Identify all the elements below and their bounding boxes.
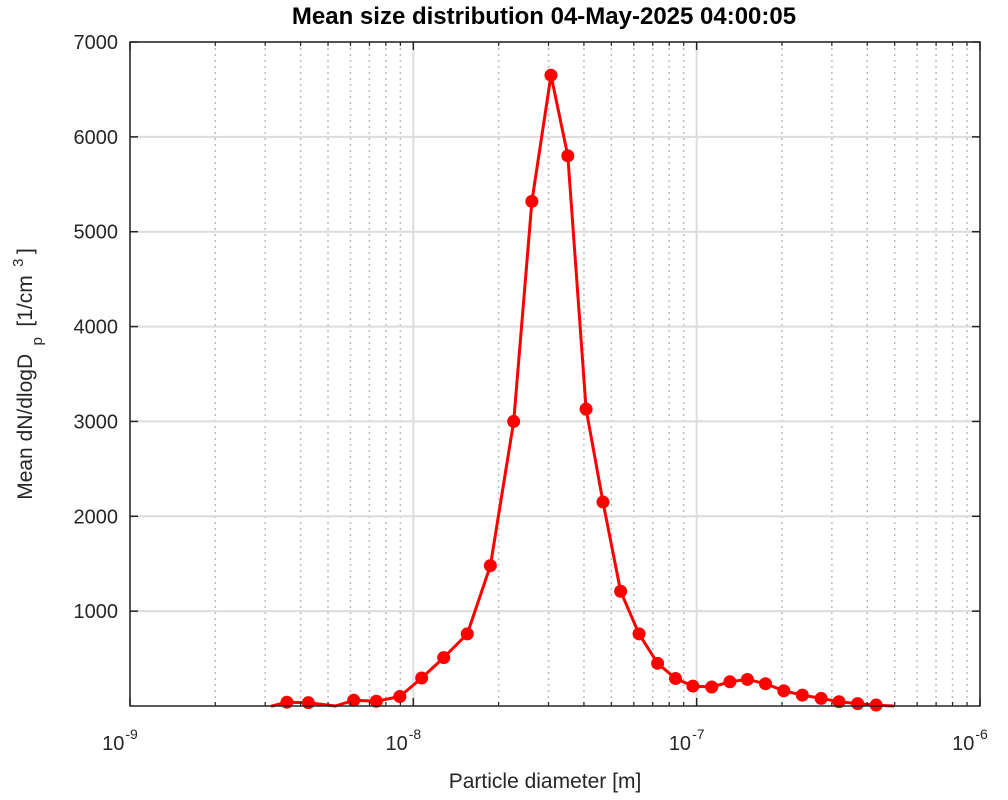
data-point (614, 584, 628, 598)
data-point (544, 68, 558, 82)
axis-ticks (129, 41, 981, 706)
y-axis-label-unit-close: ] (14, 248, 37, 254)
data-point (393, 690, 407, 704)
y-axis-label-main: Mean dN/dlogD (14, 354, 37, 500)
y-tick-label: 5000 (74, 222, 119, 244)
y-tick-label: 7000 (74, 32, 119, 54)
y-tick-label: 3000 (74, 411, 119, 433)
y-tick-label: 4000 (74, 317, 119, 339)
x-tick-label: 10-9 (102, 726, 138, 755)
data-point (507, 414, 521, 428)
chart-title: Mean size distribution 04-May-2025 04:00… (292, 3, 796, 30)
data-point (632, 627, 646, 641)
data-point (415, 671, 429, 685)
x-tick-label: 10-8 (385, 726, 421, 755)
x-axis-label: Particle diameter [m] (449, 770, 642, 793)
y-tick-labels: 1000 2000 3000 4000 5000 6000 7000 (74, 32, 119, 623)
data-point (814, 691, 828, 705)
x-tick-label: 10-6 (952, 726, 988, 755)
data-point (437, 651, 451, 665)
data-point (460, 627, 474, 641)
y-tick-label: 2000 (74, 506, 119, 528)
data-point (832, 695, 846, 709)
data-point (869, 698, 883, 712)
data-point (740, 672, 754, 686)
data-point (596, 495, 610, 509)
plot-frame (129, 41, 981, 707)
y-tick-label: 6000 (74, 127, 119, 149)
data-point (777, 684, 791, 698)
data-point (651, 656, 665, 670)
data-point (705, 680, 719, 694)
y-tick-label: 1000 (74, 601, 119, 623)
grid (129, 41, 981, 706)
data-point (686, 679, 700, 693)
y-axis-label-unit-superscript: 3 (10, 258, 27, 266)
y-axis-label: Mean dN/dlogD p [1/cm 3 ] (10, 248, 46, 500)
data-point (347, 693, 361, 707)
data-point (795, 688, 809, 702)
data-point (669, 671, 683, 685)
x-tick-label: 10-7 (669, 726, 705, 755)
data-point (579, 402, 593, 416)
y-axis-label-unit: [1/cm (14, 275, 37, 326)
data-point (369, 694, 383, 708)
data-point (723, 675, 737, 689)
data-point (483, 559, 497, 573)
data-point (280, 695, 294, 709)
y-axis-label-subscript: p (29, 337, 46, 345)
data-point (301, 696, 315, 710)
data-point (851, 697, 865, 711)
data-point (561, 149, 575, 163)
data-series (270, 68, 895, 712)
data-point (525, 194, 539, 208)
data-point (759, 677, 773, 691)
x-tick-labels: 10-9 10-8 10-7 10-6 (102, 726, 988, 755)
